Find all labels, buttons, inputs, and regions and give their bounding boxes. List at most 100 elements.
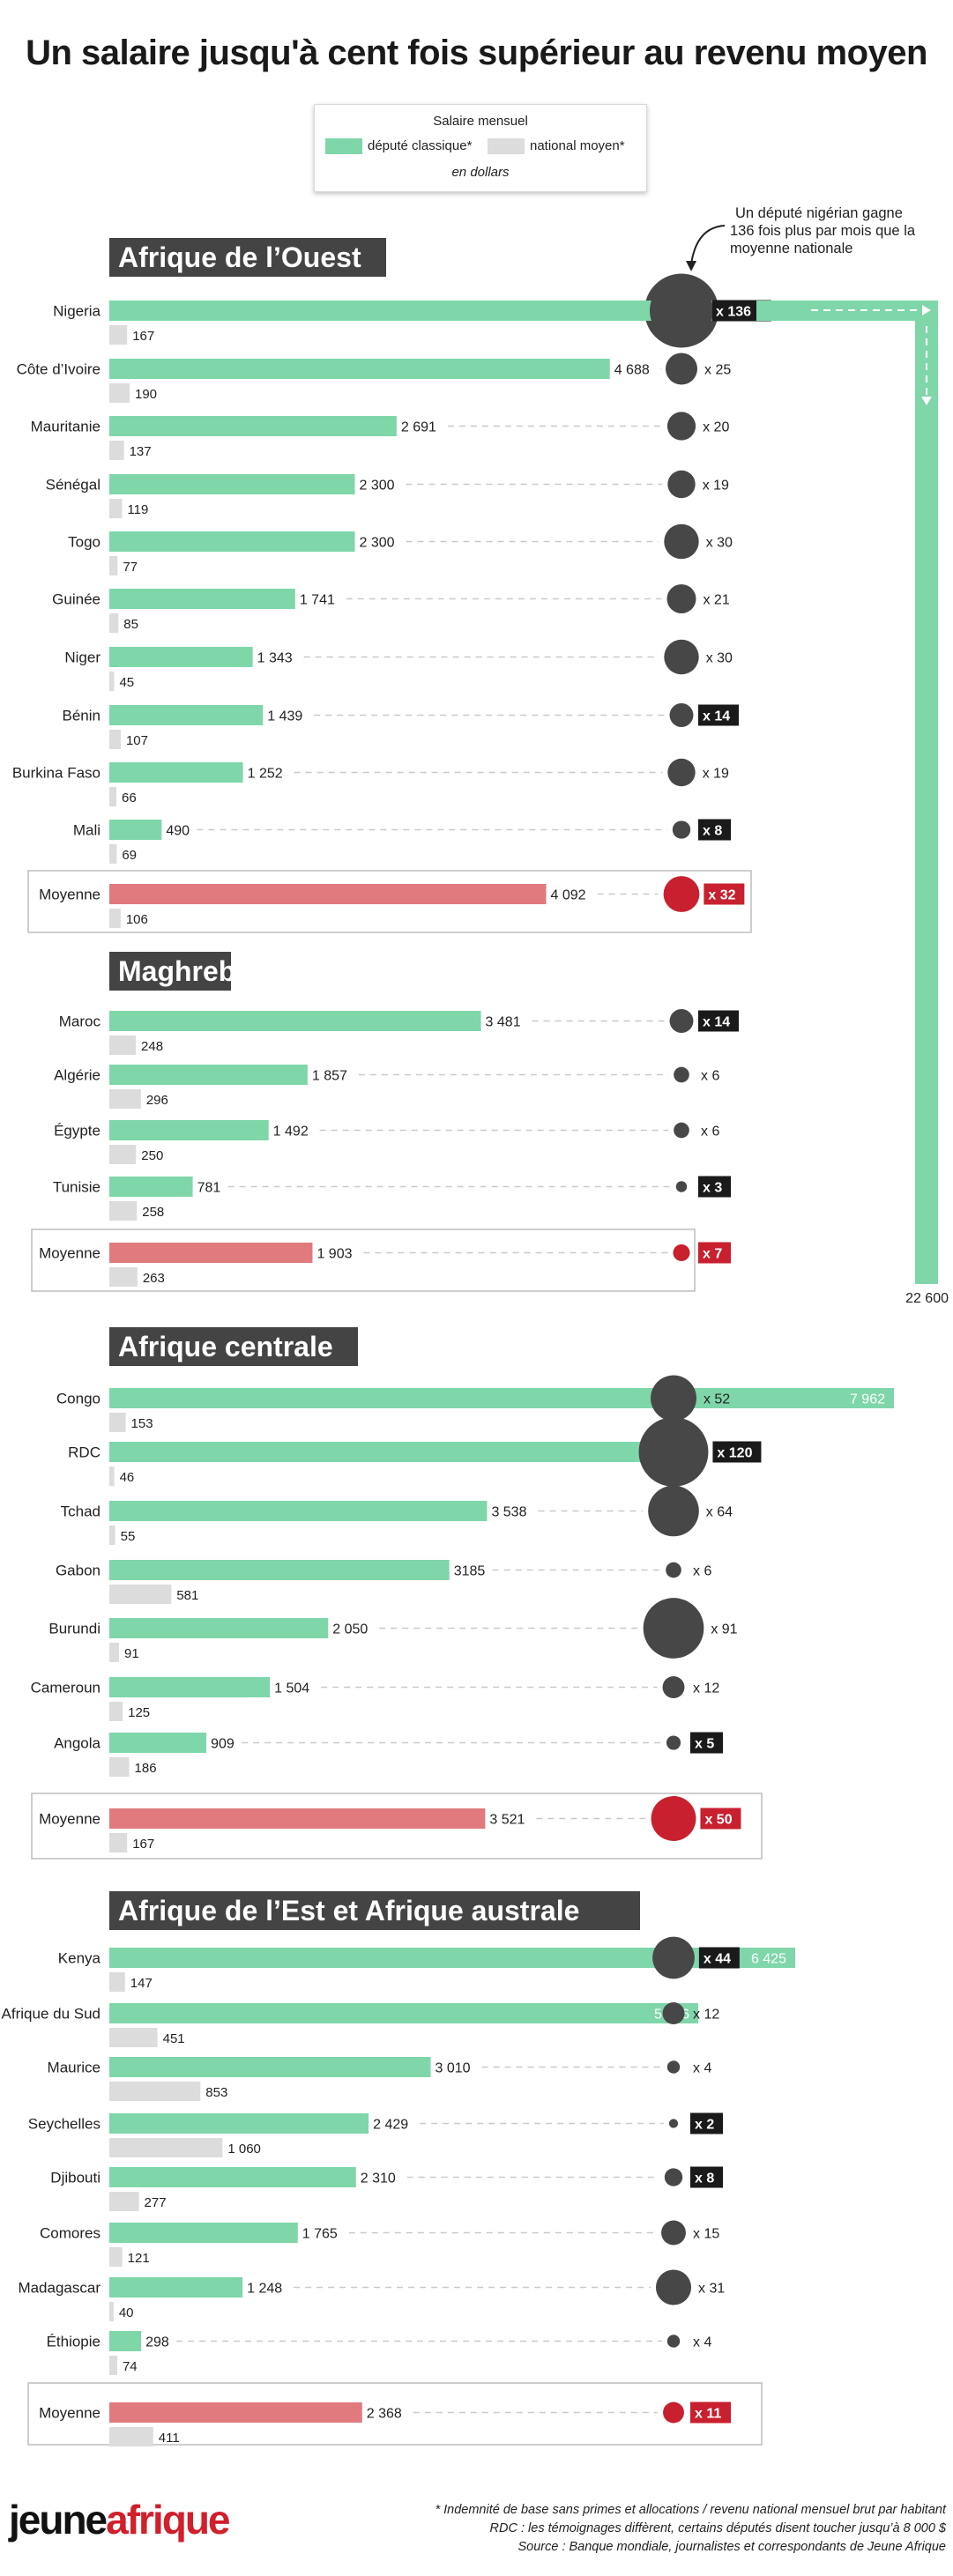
region-header: Afrique de l’Ouest bbox=[118, 241, 361, 273]
ratio-label: x 12 bbox=[693, 1681, 719, 1696]
country-label: Gabon bbox=[56, 1563, 101, 1579]
ratio-label: x 7 bbox=[703, 1247, 722, 1262]
national-value: 451 bbox=[163, 2031, 185, 2046]
deputy-bar bbox=[109, 474, 355, 494]
ratio-label: x 136 bbox=[716, 305, 751, 320]
footnote-source: Source : Banque mondiale, journalistes e… bbox=[517, 2540, 946, 2554]
ratio-label: x 30 bbox=[706, 536, 733, 551]
region-header-bg bbox=[109, 238, 386, 277]
nigeria-bar-vertical bbox=[915, 301, 938, 1284]
country-label: Cameroun bbox=[31, 1680, 101, 1696]
deputy-bar bbox=[109, 1501, 488, 1521]
deputy-bar bbox=[109, 2003, 698, 2023]
national-value: 153 bbox=[131, 1416, 153, 1431]
ratio-bubble bbox=[668, 2119, 679, 2128]
deputy-value: 3 538 bbox=[491, 1505, 526, 1520]
ratio-badge bbox=[698, 819, 731, 841]
nigeria-annotation: Un député nigérian gagne 136 fois plus pa… bbox=[730, 205, 916, 256]
deputy-value: 1 857 bbox=[312, 1069, 347, 1084]
nigeria-value: 22 600 bbox=[905, 1291, 949, 1306]
deputy-value: 3 010 bbox=[436, 2061, 471, 2076]
deputy-value: 1 492 bbox=[273, 1125, 309, 1140]
ratio-badge bbox=[704, 883, 745, 905]
ratio-bubble bbox=[669, 1009, 694, 1033]
ratio-label: x 19 bbox=[703, 479, 729, 494]
ratio-bubble bbox=[655, 2269, 692, 2305]
ratio-label: x 2 bbox=[695, 2118, 714, 2133]
national-bar bbox=[109, 2302, 114, 2321]
deputy-bar bbox=[109, 1442, 697, 1462]
region-header: Afrique centrale bbox=[118, 1331, 333, 1362]
region-header: Maghreb bbox=[118, 955, 235, 987]
deputy-value: 6 425 bbox=[751, 1952, 786, 1967]
country-label: Niger bbox=[64, 650, 101, 666]
average-bar bbox=[109, 1808, 486, 1829]
ratio-bubble bbox=[669, 703, 694, 727]
national-value: 55 bbox=[121, 1529, 136, 1544]
national-value: 119 bbox=[127, 502, 148, 517]
deputy-value: 1 765 bbox=[302, 2227, 338, 2242]
deputy-value: 1 248 bbox=[247, 2282, 282, 2297]
average-label: Moyenne bbox=[39, 887, 101, 903]
national-value: 186 bbox=[135, 1761, 157, 1776]
footnote-definition: * Indemnité de base sans primes et alloc… bbox=[435, 2503, 946, 2517]
ratio-label: x 14 bbox=[703, 709, 730, 724]
deputy-value: 2 050 bbox=[332, 1622, 368, 1637]
national-bar bbox=[109, 499, 123, 518]
country-label: Comores bbox=[40, 2225, 101, 2242]
ratio-bubble bbox=[666, 1562, 681, 1578]
deputy-value: 1 252 bbox=[248, 767, 283, 782]
national-value: 74 bbox=[123, 2359, 138, 2374]
ratio-label: x 4 bbox=[693, 2061, 711, 2076]
national-bar bbox=[109, 1757, 130, 1777]
deputy-bar bbox=[109, 705, 264, 725]
country-label: RDC bbox=[68, 1444, 101, 1461]
country-label: Burkina Faso bbox=[12, 765, 101, 782]
national-value: 296 bbox=[146, 1093, 168, 1108]
ratio-bubble bbox=[666, 412, 696, 441]
ratio-bubble bbox=[667, 470, 696, 499]
national-value: 45 bbox=[119, 675, 134, 690]
national-bar bbox=[109, 1145, 137, 1164]
ratio-badge bbox=[698, 1947, 740, 1969]
deputy-value: 2 368 bbox=[367, 2407, 402, 2422]
ratio-bubble bbox=[652, 1936, 695, 1979]
deputy-value: 298 bbox=[145, 2335, 169, 2350]
ratio-bubble bbox=[666, 2335, 681, 2348]
country-label: Congo bbox=[56, 1391, 101, 1407]
deputy-bar bbox=[109, 1948, 796, 1968]
ratio-label: x 8 bbox=[703, 824, 722, 839]
ratio-label: x 14 bbox=[703, 1015, 730, 1030]
average-bar bbox=[109, 1243, 313, 1263]
national-value: 77 bbox=[123, 560, 138, 575]
ratio-bubble bbox=[674, 1066, 689, 1083]
deputy-bar bbox=[109, 820, 162, 840]
national-value: 250 bbox=[141, 1148, 163, 1163]
ratio-label: x 30 bbox=[706, 651, 733, 666]
ratio-label: x 52 bbox=[704, 1392, 730, 1407]
national-bar bbox=[109, 1972, 125, 1992]
national-value: 248 bbox=[141, 1039, 163, 1054]
national-bar bbox=[109, 1643, 120, 1662]
ratio-label: x 21 bbox=[703, 593, 729, 608]
ratio-bubble bbox=[672, 820, 691, 839]
national-bar bbox=[109, 2356, 117, 2375]
legend-national-swatch bbox=[488, 138, 525, 154]
deputy-bar bbox=[109, 531, 355, 552]
ratio-label: x 31 bbox=[698, 2282, 725, 2297]
ratio-bubble bbox=[675, 1181, 688, 1192]
deputy-bar bbox=[109, 359, 610, 379]
deputy-bar bbox=[109, 1677, 271, 1697]
national-value: 66 bbox=[122, 791, 137, 805]
legend-unit: en dollars bbox=[451, 165, 510, 180]
country-label: Burundi bbox=[48, 1621, 101, 1637]
deputy-value: 4 092 bbox=[551, 888, 586, 903]
deputy-bar bbox=[109, 2331, 142, 2351]
country-label: Maroc bbox=[59, 1013, 101, 1030]
national-bar bbox=[109, 1089, 141, 1109]
national-bar bbox=[109, 672, 115, 691]
legend-deputy-label: député classique* bbox=[368, 138, 473, 153]
national-bar bbox=[109, 1833, 128, 1852]
ratio-label: x 6 bbox=[701, 1069, 719, 1084]
